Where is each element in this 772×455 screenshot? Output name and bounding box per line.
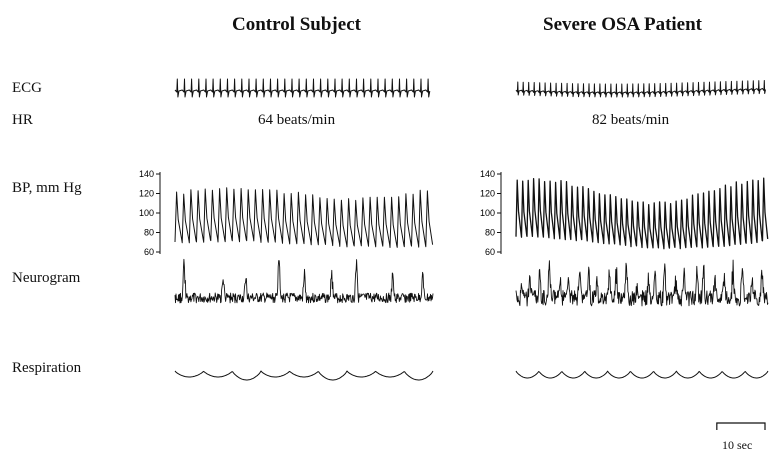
ecg-label: ECG [12, 80, 42, 96]
control-bp-tick-label-120: 120 [139, 189, 154, 199]
control-bp-tick-label-60: 60 [144, 247, 154, 257]
osa-ecg-trace [515, 80, 766, 98]
osa-bp-tick-label-60: 60 [485, 247, 495, 257]
osa-patient-title: Severe OSA Patient [543, 14, 703, 35]
control-neurogram-trace [174, 258, 434, 304]
control-respiration-trace [174, 370, 434, 381]
osa-bp-tick-label-120: 120 [480, 189, 495, 199]
osa-bp-tick-label-140: 140 [480, 169, 495, 179]
control-bp-tick-label-140: 140 [139, 169, 154, 179]
osa-bp-trace [515, 177, 769, 250]
osa-hr-text: 82 beats/min [592, 112, 670, 128]
osa-neurogram-trace [515, 259, 769, 307]
osa-bp-tick-label-80: 80 [485, 228, 495, 238]
control-ecg-trace [174, 78, 431, 98]
scale-bar-label: 10 sec [722, 438, 753, 452]
control-bp-trace [174, 187, 434, 248]
control-hr-text: 64 beats/min [258, 112, 336, 128]
hr-label: HR [12, 112, 33, 128]
bp-label: BP, mm Hg [12, 180, 82, 196]
neurogram-label: Neurogram [12, 270, 81, 286]
respiration-label: Respiration [12, 360, 82, 376]
control-subject-title: Control Subject [232, 14, 361, 35]
control-bp-tick-label-100: 100 [139, 208, 154, 218]
scale-bar [716, 422, 766, 430]
osa-bp-tick-label-100: 100 [480, 208, 495, 218]
osa-respiration-trace [515, 370, 769, 379]
control-bp-tick-label-80: 80 [144, 228, 154, 238]
